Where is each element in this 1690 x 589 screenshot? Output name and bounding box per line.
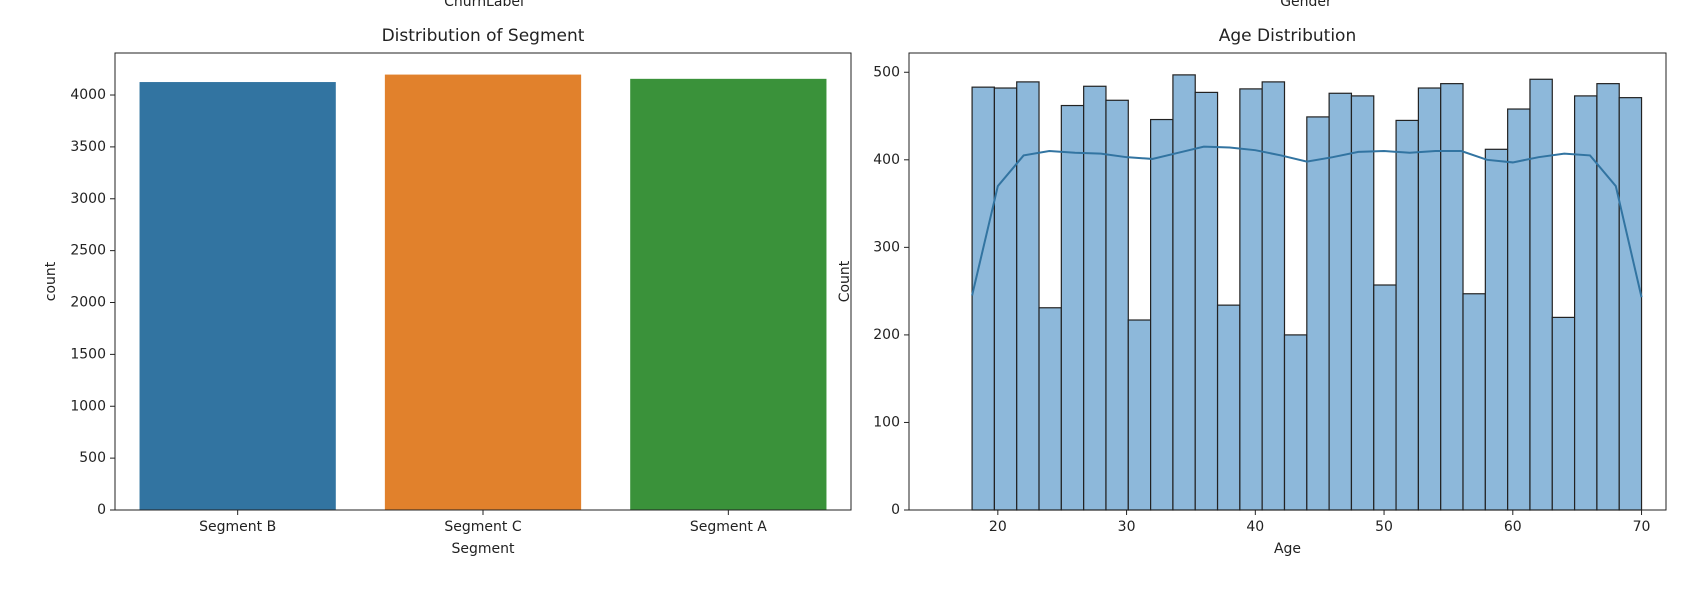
clipped-label: Gender <box>1280 0 1332 10</box>
histogram-bar <box>1083 85 1107 511</box>
y-tick-label: 0 <box>891 502 900 518</box>
histogram-bar <box>1194 91 1219 511</box>
histogram-bar <box>1127 319 1152 511</box>
x-tick-label: 20 <box>989 519 1007 535</box>
histogram-bar <box>1239 88 1263 511</box>
histogram-bar <box>1484 148 1509 511</box>
histogram-bar <box>1529 78 1553 511</box>
x-tick-label: Segment A <box>690 519 767 535</box>
histogram-bar <box>993 87 1018 511</box>
bar <box>630 78 827 510</box>
histogram-bar <box>1462 293 1486 511</box>
y-tick-label: 500 <box>873 64 900 80</box>
clipped-label: ChurnLabel <box>444 0 524 10</box>
kde-line <box>971 145 1643 298</box>
y-tick-label: 300 <box>873 239 900 255</box>
histogram-bar <box>1573 95 1598 511</box>
x-tick-label: 40 <box>1246 519 1264 535</box>
y-tick-label: 3500 <box>70 139 106 155</box>
plot-frame <box>908 52 1667 511</box>
histogram-bar <box>1016 81 1040 511</box>
histogram-bar <box>1060 104 1085 511</box>
y-tick-label: 2500 <box>70 243 106 259</box>
histogram-bar <box>1350 95 1375 511</box>
x-axis-label: Age <box>1274 541 1301 557</box>
histogram-bar <box>1507 108 1531 511</box>
x-tick-label: Segment C <box>444 519 521 535</box>
bar <box>139 82 336 511</box>
y-axis-label: Count <box>837 260 853 302</box>
x-tick-label: Segment B <box>199 519 276 535</box>
bar <box>384 74 582 511</box>
y-tick-label: 0 <box>97 502 106 518</box>
y-tick-label: 500 <box>79 450 106 466</box>
x-axis-label: Segment <box>452 541 516 557</box>
y-tick-label: 1500 <box>70 346 106 362</box>
x-tick-label: 70 <box>1633 519 1651 535</box>
y-tick-label: 4000 <box>70 87 106 103</box>
x-tick-label: 50 <box>1375 519 1393 535</box>
x-tick-label: 30 <box>1118 519 1136 535</box>
histogram-bar <box>1172 74 1196 511</box>
histogram-bar <box>1596 83 1620 511</box>
plot-frame <box>114 52 852 511</box>
histogram-bar <box>1283 334 1308 511</box>
x-tick-label: 60 <box>1504 519 1522 535</box>
histogram-bar <box>1105 99 1129 511</box>
y-tick-label: 1000 <box>70 398 106 414</box>
histogram-bar <box>1150 118 1174 511</box>
histogram-bar <box>1395 119 1419 511</box>
histogram-bar <box>971 86 995 511</box>
histogram-bar <box>1306 116 1330 511</box>
histogram-bar <box>1440 83 1464 511</box>
histogram-bar <box>1216 304 1241 511</box>
histogram-bar <box>1038 307 1062 511</box>
histogram-bar <box>1373 284 1397 511</box>
chart-title: Age Distribution <box>1219 26 1356 46</box>
histogram-bar <box>1261 81 1286 511</box>
histogram-bar <box>1618 97 1643 511</box>
chart-title: Distribution of Segment <box>382 26 585 46</box>
y-tick-label: 3000 <box>70 191 106 207</box>
histogram-bar <box>1551 316 1576 511</box>
y-tick-label: 100 <box>873 414 900 430</box>
y-tick-label: 200 <box>873 327 900 343</box>
y-axis-label: count <box>43 261 59 301</box>
y-tick-label: 400 <box>873 152 900 168</box>
y-tick-label: 2000 <box>70 295 106 311</box>
